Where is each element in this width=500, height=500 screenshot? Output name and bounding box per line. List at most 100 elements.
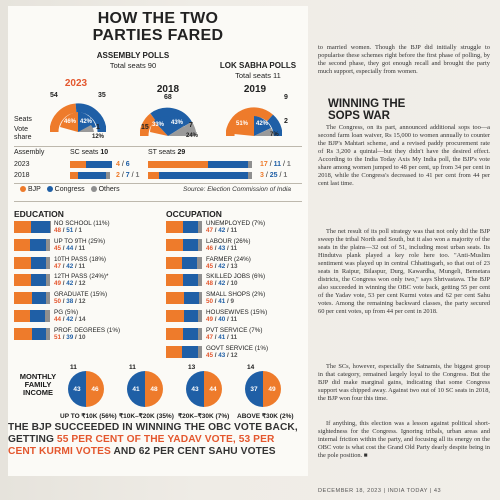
income-others-value: 13 — [188, 364, 196, 371]
others-segment — [46, 256, 50, 269]
row-label: NO SCHOOL (11%) — [54, 220, 110, 227]
row-label: SKILLED JOBS (6%) — [206, 273, 266, 281]
donut-2019-cong-share — [254, 116, 271, 136]
row-label: PROF. DEGREES (1%) — [54, 326, 121, 334]
share-bar — [14, 327, 50, 340]
bjp-segment — [14, 238, 31, 251]
others-segment — [45, 292, 50, 305]
legend-others: Others — [98, 186, 120, 193]
st-total: 29 — [177, 149, 186, 156]
article-para-2: The Congress, on its part, announced add… — [318, 124, 490, 188]
assembly-subheading: Total seats 90 — [109, 61, 157, 70]
sc-total: 10 — [100, 149, 109, 156]
article-subheading: WINNING THE SOPS WAR — [328, 98, 405, 122]
vote-share-label: Vote share — [14, 126, 32, 141]
st-2018-others: 1 — [283, 172, 288, 179]
bjp-segment — [14, 310, 30, 322]
legend-congress-swatch — [46, 186, 53, 193]
bjp-segment — [14, 221, 32, 233]
sc-2023-cong: 6 — [125, 161, 130, 168]
pull-quote: THE BJP SUCCEEDED IN WINNING THE OBC VOT… — [8, 422, 298, 458]
share-bar — [166, 221, 202, 233]
title-line-1: HOW THE TWO — [97, 10, 219, 27]
bjp-segment — [166, 238, 183, 251]
income-group-label: ₹20K–₹30K (7%) — [178, 413, 230, 420]
divider-1 — [14, 146, 302, 147]
income-others-value: 11 — [70, 364, 77, 371]
others-segment — [46, 327, 50, 340]
bjp-segment — [166, 345, 183, 358]
st-2018-cong: 25 — [269, 172, 278, 179]
subheading-line-2: SOPS WAR — [328, 110, 390, 122]
year-2019: 2019 — [243, 84, 267, 95]
education-row: PROF. DEGREES (1%) 51 / 39 / 10 — [14, 327, 159, 341]
share-bjp-2019: 51% — [236, 121, 249, 127]
share-bar — [14, 274, 50, 287]
seats-label: Seats — [14, 116, 32, 123]
income-congress-value: 43 — [186, 371, 204, 407]
congress-segment — [30, 238, 47, 251]
share-bar — [166, 274, 202, 287]
donut-2018-others-arc — [184, 121, 196, 137]
row-values: 45 / 44 / 11 — [54, 244, 86, 252]
share-bar — [166, 327, 202, 340]
congress-segment — [182, 221, 199, 233]
donut-2018-bjp-arc — [140, 113, 157, 137]
infographic-panel: HOW THE TWO PARTIES FARED ASSEMBLY POLLS… — [8, 6, 308, 476]
legend-bjp-swatch — [20, 186, 26, 193]
row-values: 51 / 39 / 10 — [54, 333, 86, 341]
legend: BJP Congress Others — [16, 186, 120, 193]
share-bar — [166, 310, 202, 322]
bjp-segment — [166, 327, 184, 340]
divider-2 — [14, 183, 302, 184]
income-others-value: 11 — [129, 364, 136, 371]
income-bjp-value: 44 — [204, 371, 222, 407]
row-label: PG (5%) — [54, 309, 79, 316]
article-column: to married women. Though the BJP did ini… — [318, 0, 494, 500]
donut-2018-others-share — [168, 126, 188, 136]
congress-segment — [184, 292, 199, 305]
bjp-segment — [166, 310, 184, 322]
education-row: PG (5%) 44 / 42 / 14 — [14, 309, 159, 323]
quote-highlight: 55 PER CENT OF THE YADAV VOTE, 53 PER CE… — [8, 434, 275, 457]
income-bjp-value: 46 — [86, 371, 104, 407]
occupation-row: SMALL SHOPS (2%) 50 / 41 / 9 — [166, 291, 311, 305]
loksabha-heading: LOK SABHA POLLS — [219, 61, 297, 70]
article-para-4: The SCs, however, especially the Satnami… — [318, 363, 490, 403]
education-row: 10TH PASS (18%) 47 / 42 / 11 — [14, 256, 159, 270]
share-bar — [166, 238, 202, 251]
seats-cong-2019: 2 — [284, 118, 288, 125]
share-cong-2023: 42% — [80, 119, 93, 125]
sc-2018-others: 1 — [135, 172, 140, 179]
share-bar — [14, 238, 50, 251]
row-values: 50 / 41 / 9 — [206, 298, 235, 306]
seats-cong-2018: 68 — [164, 94, 172, 101]
donut-2023-bjp-share — [60, 112, 78, 132]
row-values: 45 / 43 / 12 — [206, 351, 238, 359]
congress-segment — [183, 274, 199, 287]
education-row: GRADUATE (15%) 50 / 38 / 12 — [14, 291, 159, 305]
page-footer: DECEMBER 18, 2023 | INDIA TODAY | 43 — [318, 488, 442, 494]
seats-others-2023: 1 — [96, 124, 100, 131]
occupation-heading: OCCUPATION — [166, 209, 222, 219]
share-bjp-2023: 46% — [64, 119, 77, 125]
congress-segment — [32, 327, 47, 340]
article-para-5: If anything, this election was a lesson … — [318, 420, 490, 460]
income-congress-value: 41 — [127, 371, 145, 407]
source-note: Source: Election Commission of India — [183, 186, 292, 193]
donut-2019-bjp-arc — [226, 107, 273, 137]
sc-2018-bjp: 2 — [116, 172, 120, 179]
education-row: UP TO 9TH (25%) 45 / 44 / 11 — [14, 238, 159, 252]
share-bar — [166, 292, 202, 305]
income-others-value: 14 — [247, 364, 255, 371]
share-bar — [14, 221, 50, 233]
row-values: 47 / 42 / 11 — [54, 262, 86, 270]
row-label: 10TH PASS (18%) — [54, 255, 107, 263]
row-values: 45 / 42 / 13 — [206, 262, 238, 270]
others-segment — [197, 327, 202, 340]
income-bjp-value: 49 — [263, 371, 281, 407]
st-2023-cong: 11 — [273, 161, 282, 168]
income-congress-value: 37 — [245, 371, 263, 407]
st-2023-bjp: 17 — [260, 161, 268, 168]
others-segment — [44, 310, 50, 322]
